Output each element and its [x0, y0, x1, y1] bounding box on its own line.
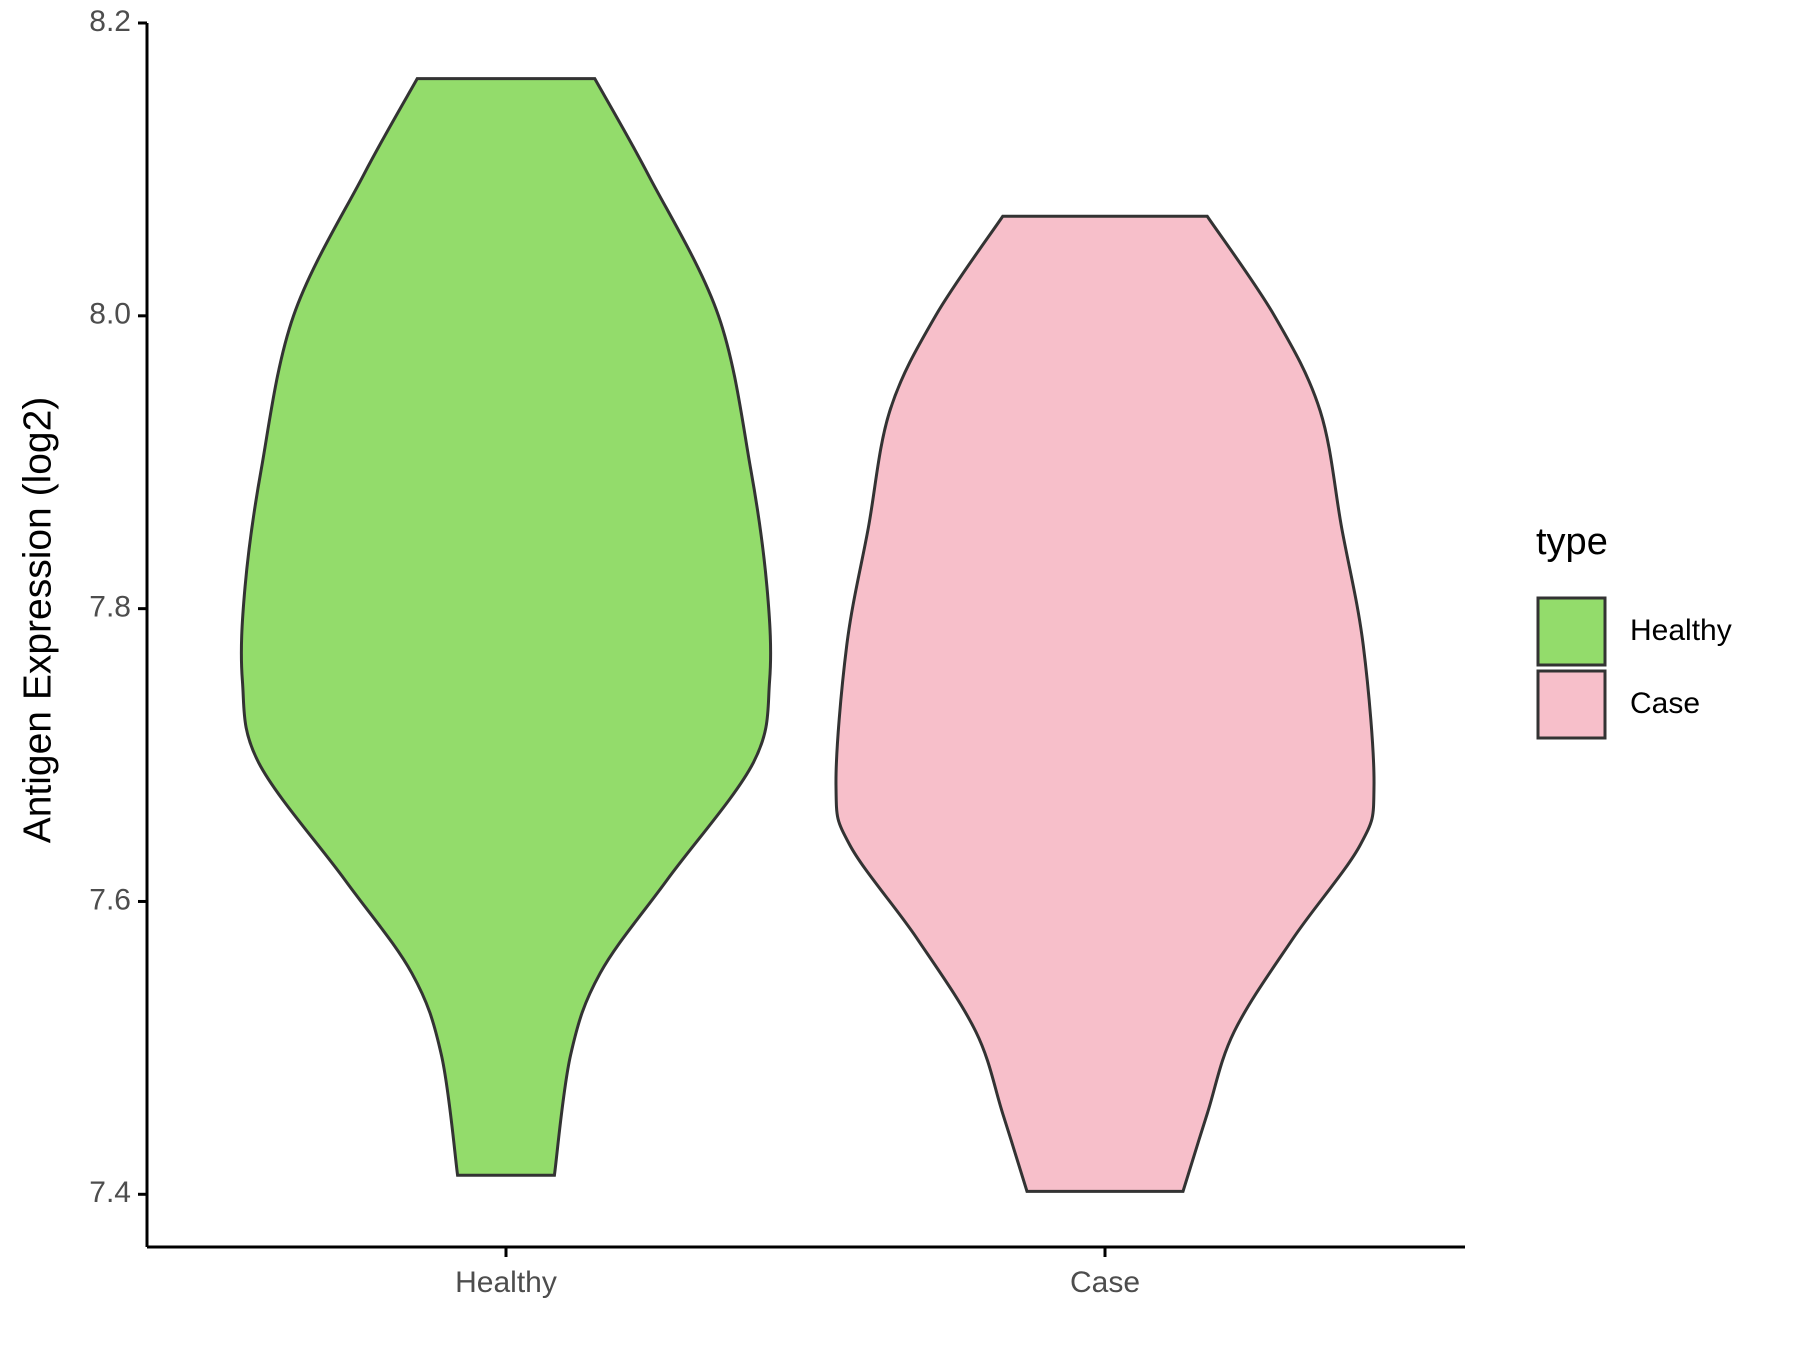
y-tick-label: 8.2	[89, 5, 131, 38]
y-tick-label: 7.4	[89, 1176, 131, 1209]
x-tick-label: Case	[1070, 1266, 1140, 1299]
violin	[239, 77, 773, 1177]
y-tick-label: 7.6	[89, 883, 131, 916]
y-tick-label: 7.8	[89, 591, 131, 624]
violin	[834, 214, 1376, 1193]
legend-key	[1536, 669, 1607, 740]
x-tick-label: Healthy	[455, 1266, 557, 1299]
legend-label: Case	[1630, 687, 1700, 720]
legend-key	[1536, 596, 1607, 667]
y-tick-label: 8.0	[89, 298, 131, 331]
y-axis-title: Antigen Expression (log2)	[16, 397, 59, 844]
legend-title: type	[1536, 521, 1608, 563]
legend-label: Healthy	[1630, 614, 1732, 647]
